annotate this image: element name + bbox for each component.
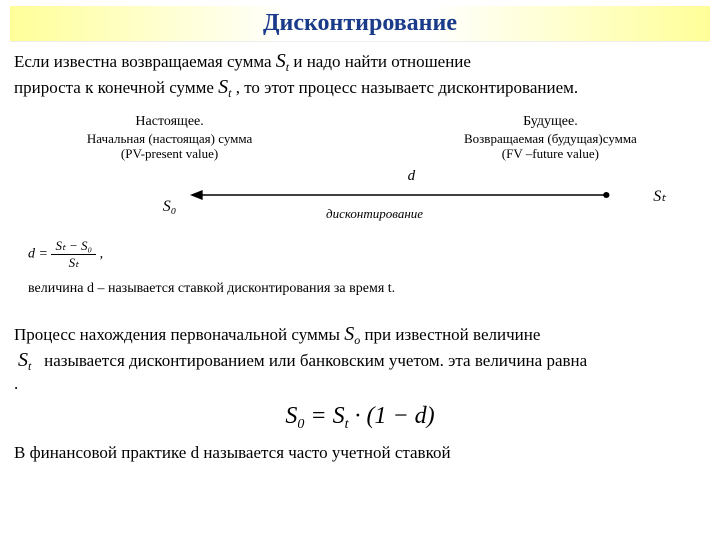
definition-text: величина d – называется ставкой дисконти… (28, 281, 720, 297)
bf-st: S (333, 403, 345, 429)
title-bar: Дисконтирование (10, 6, 710, 42)
d-label: d (408, 168, 416, 185)
final-paragraph: В финансовой практике d называется часто… (0, 436, 720, 464)
p2-dot: . (14, 374, 18, 393)
formula-lhs: d = (28, 247, 51, 262)
intro-part3: прироста к конечной сумме (14, 78, 218, 97)
left-line2: (PV-present value) (20, 146, 319, 162)
diagram-left-col: Настоящее. Начальная (настоящая) сумма (… (20, 114, 319, 162)
bf-subt: t (345, 417, 349, 432)
page-title: Дисконтирование (10, 10, 710, 37)
symbol-st2: St (218, 74, 231, 100)
intro-part1: Если известна возвращаемая сумма (14, 52, 276, 71)
p2-part2: при известной величине (364, 325, 540, 344)
right-line1: Возвращаемая (будущая)сумма (401, 131, 700, 147)
diagram: Настоящее. Начальная (настоящая) сумма (… (20, 114, 700, 228)
arrow-row: d S₀ Sₜ дисконтирование (20, 168, 700, 228)
formula-fraction: Sₜ − S₀ Sₜ (51, 238, 96, 271)
formula-tail: , (100, 247, 104, 262)
s0-label: S₀ (163, 198, 177, 216)
diagram-right-col: Будущее. Возвращаемая (будущая)сумма (FV… (401, 114, 700, 162)
intro-part2: и надо найти отношение (293, 52, 471, 71)
right-line2: (FV –future value) (401, 146, 700, 162)
frac-bot: Sₜ (51, 255, 96, 271)
bf-eq: = (304, 403, 332, 429)
bf-s0: S (285, 403, 297, 429)
arrow-icon (190, 188, 612, 202)
big-formula: S0 = St · (1 − d) (0, 403, 720, 430)
intro-paragraph: Если известна возвращаемая сумма St и на… (0, 42, 720, 100)
left-line1: Начальная (настоящая) сумма (20, 131, 319, 147)
bf-sub0: 0 (297, 417, 304, 432)
frac-top: Sₜ − S₀ (51, 238, 96, 255)
symbol-st: St (276, 48, 289, 74)
symbol-st-p2: St (18, 347, 31, 373)
disc-label: дисконтирование (326, 206, 423, 222)
formula-d: d = Sₜ − S₀ Sₜ , (28, 238, 720, 271)
intro-part4: , то этот процесс называетс дисконтирова… (236, 78, 578, 97)
p2-part3: называется дисконтированием или банковск… (44, 351, 587, 370)
bf-rest: · (1 − d) (348, 403, 434, 429)
st-label: Sₜ (653, 186, 666, 206)
paragraph-2: Процесс нахождения первоначальной суммы … (0, 315, 720, 395)
symbol-so: So (344, 321, 360, 347)
right-header: Будущее. (401, 114, 700, 131)
p2-part1: Процесс нахождения первоначальной суммы (14, 325, 344, 344)
left-header: Настоящее. (20, 114, 319, 131)
